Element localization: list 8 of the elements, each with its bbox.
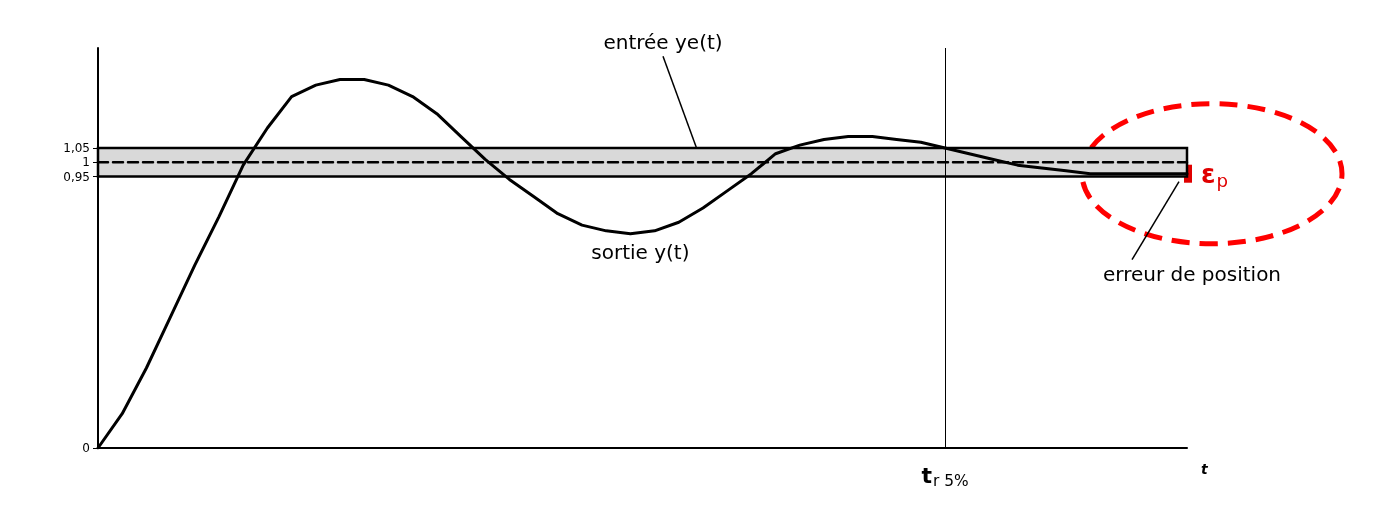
annotation: erreur de position [1102,261,1282,286]
y-tick-label: 1,05 [63,141,90,155]
y-tick-label: 0,95 [63,169,90,184]
series-label: sortie y(t) [591,239,690,264]
y-tick-label: 0 [82,441,90,455]
y-tick-label: 1 [82,155,90,170]
text: entrée ye(t) [603,30,723,55]
x-axis-title: t [1201,461,1209,477]
